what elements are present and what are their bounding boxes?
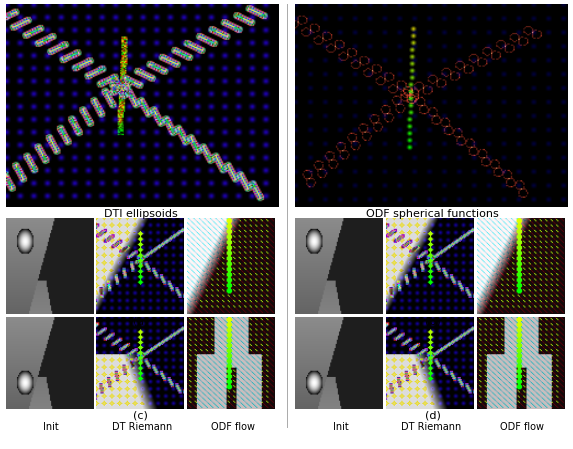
Text: DTI ellipsoids: DTI ellipsoids xyxy=(104,209,177,219)
Text: (b): (b) xyxy=(425,317,441,326)
Text: ODF flow: ODF flow xyxy=(210,422,254,432)
Text: DT Riemann: DT Riemann xyxy=(112,422,172,432)
Text: (d): (d) xyxy=(425,411,441,421)
Text: (c): (c) xyxy=(133,411,148,421)
Text: ODF spherical functions: ODF spherical functions xyxy=(366,209,499,219)
Text: ODF flow: ODF flow xyxy=(500,422,544,432)
Text: Init: Init xyxy=(43,422,59,432)
Text: DT Riemann: DT Riemann xyxy=(401,422,461,432)
Text: (a): (a) xyxy=(132,317,148,326)
Text: Init: Init xyxy=(332,422,348,432)
